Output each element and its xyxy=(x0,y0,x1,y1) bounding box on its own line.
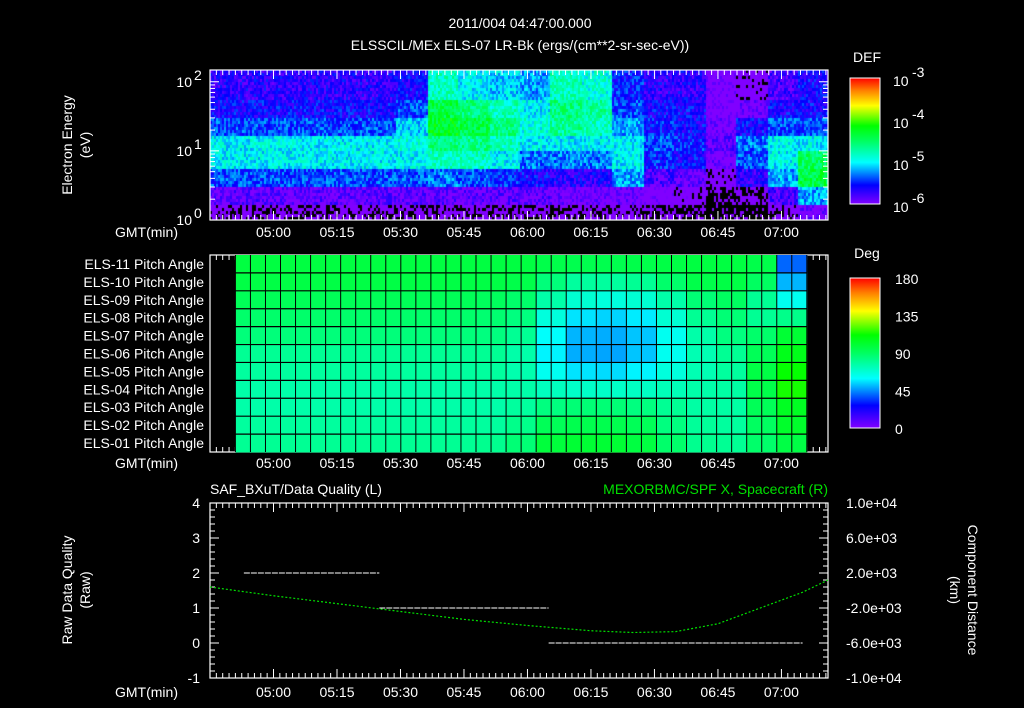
distance-tick-label: 1.0e+04 xyxy=(846,495,897,511)
def-colorbar-title: DEF xyxy=(853,49,881,65)
pitch-row-label: ELS-07 Pitch Angle xyxy=(83,328,204,344)
deg-colorbar-label: 90 xyxy=(895,346,911,362)
pitch-row-label: ELS-06 Pitch Angle xyxy=(83,346,204,362)
distance-tick-label: -6.0e+03 xyxy=(846,635,902,651)
pitch-row-label: ELS-03 Pitch Angle xyxy=(83,399,204,415)
time-tick-label: 06:45 xyxy=(700,224,735,240)
distance-tick-label: 2.0e+03 xyxy=(846,565,897,581)
time-tick-label: 05:15 xyxy=(319,684,354,700)
pitch-row-label: ELS-08 Pitch Angle xyxy=(83,310,204,326)
time-tick-label: 07:00 xyxy=(764,455,799,471)
def-colorbar-exponent: -5 xyxy=(912,148,925,164)
right-series-title: MEXORBMC/SPF X, Spacecraft (R) xyxy=(603,481,828,497)
distance-tick-label: 6.0e+03 xyxy=(846,530,897,546)
time-tick-label: 05:15 xyxy=(319,455,354,471)
pitch-row-label: ELS-10 Pitch Angle xyxy=(83,274,204,290)
energy-tick-exponent: 0 xyxy=(194,205,202,221)
pitch-row-label: ELS-11 Pitch Angle xyxy=(84,256,204,272)
quality-axis-label: Raw Data Quality xyxy=(59,536,75,645)
pitch-row-label: ELS-05 Pitch Angle xyxy=(83,363,204,379)
time-tick-label: 06:45 xyxy=(700,455,735,471)
deg-colorbar-label: 0 xyxy=(895,421,903,437)
quality-axis-unit: (Raw) xyxy=(77,571,93,608)
time-tick-label: 06:15 xyxy=(573,684,608,700)
def-colorbar xyxy=(849,77,881,205)
energy-tick-exponent: 1 xyxy=(194,136,202,152)
spectrogram-image xyxy=(210,70,828,220)
plot-timestamp: 2011/004 04:47:00.000 xyxy=(449,15,592,31)
time-tick-label: 07:00 xyxy=(764,684,799,700)
time-tick-label: 05:45 xyxy=(446,684,481,700)
def-colorbar-exponent: -4 xyxy=(912,106,925,122)
time-tick-label: 05:45 xyxy=(446,224,481,240)
distance-axis-unit: (km) xyxy=(947,576,963,604)
time-tick-label: 06:15 xyxy=(573,224,608,240)
def-colorbar-label: 10 xyxy=(893,199,909,215)
energy-axis-label: Electron Energy xyxy=(59,95,75,195)
time-tick-label: 05:45 xyxy=(446,455,481,471)
energy-tick-label: 10 xyxy=(176,212,192,228)
deg-colorbar xyxy=(849,277,881,429)
time-tick-label: 05:00 xyxy=(256,684,291,700)
quality-tick-label: 0 xyxy=(192,635,200,651)
spacecraft-x-line xyxy=(209,579,829,634)
deg-colorbar-label: 45 xyxy=(895,384,911,400)
def-colorbar-label: 10 xyxy=(893,115,909,131)
distance-tick-label: -2.0e+03 xyxy=(846,600,902,616)
quality-tick-label: -1 xyxy=(188,670,201,686)
left-series-title: SAF_BXuT/Data Quality (L) xyxy=(210,481,382,497)
time-axis-label-middle: GMT(min) xyxy=(115,455,178,471)
time-axis-label-bottom: GMT(min) xyxy=(115,684,178,700)
energy-tick-exponent: 2 xyxy=(194,67,202,83)
pitch-row-label: ELS-04 Pitch Angle xyxy=(83,381,204,397)
time-axis-label-top: GMT(min) xyxy=(115,224,178,240)
plot-frame xyxy=(209,502,829,679)
time-tick-label: 06:00 xyxy=(510,684,545,700)
plot-title: ELSSCIL/MEx ELS-07 LR-Bk (ergs/(cm**2-sr… xyxy=(351,37,689,53)
time-tick-label: 05:30 xyxy=(383,684,418,700)
quality-tick-label: 4 xyxy=(192,495,200,511)
time-tick-label: 06:30 xyxy=(637,455,672,471)
pitch-row-label: ELS-01 Pitch Angle xyxy=(83,435,204,451)
pitch-row-label: ELS-02 Pitch Angle xyxy=(83,417,204,433)
deg-colorbar-label: 135 xyxy=(895,309,919,325)
quality-tick-label: 3 xyxy=(192,530,200,546)
time-tick-label: 06:15 xyxy=(573,455,608,471)
time-tick-label: 05:30 xyxy=(383,224,418,240)
time-tick-label: 06:00 xyxy=(510,224,545,240)
time-tick-label: 06:45 xyxy=(700,684,735,700)
energy-axis-unit: (eV) xyxy=(77,132,93,158)
distance-axis-label: Component Distance xyxy=(965,525,981,656)
time-tick-label: 05:15 xyxy=(319,224,354,240)
def-colorbar-label: 10 xyxy=(893,73,909,89)
time-tick-label: 07:00 xyxy=(764,224,799,240)
quality-tick-label: 2 xyxy=(192,565,200,581)
def-colorbar-exponent: -6 xyxy=(912,190,925,206)
time-tick-label: 06:00 xyxy=(510,455,545,471)
time-tick-label: 05:30 xyxy=(383,455,418,471)
deg-colorbar-label: 180 xyxy=(895,271,919,287)
time-tick-label: 06:30 xyxy=(637,224,672,240)
distance-tick-label: -1.0e+04 xyxy=(846,670,902,686)
pitch-row-label: ELS-09 Pitch Angle xyxy=(83,292,204,308)
time-tick-label: 05:00 xyxy=(256,224,291,240)
deg-colorbar-title: Deg xyxy=(854,245,880,261)
def-colorbar-label: 10 xyxy=(893,157,909,173)
time-tick-label: 05:00 xyxy=(256,455,291,471)
def-colorbar-exponent: -3 xyxy=(912,64,925,80)
plot-frame xyxy=(209,69,829,221)
time-tick-label: 06:30 xyxy=(637,684,672,700)
quality-tick-label: 1 xyxy=(192,600,200,616)
energy-tick-label: 10 xyxy=(176,143,192,159)
energy-tick-label: 10 xyxy=(176,74,192,90)
